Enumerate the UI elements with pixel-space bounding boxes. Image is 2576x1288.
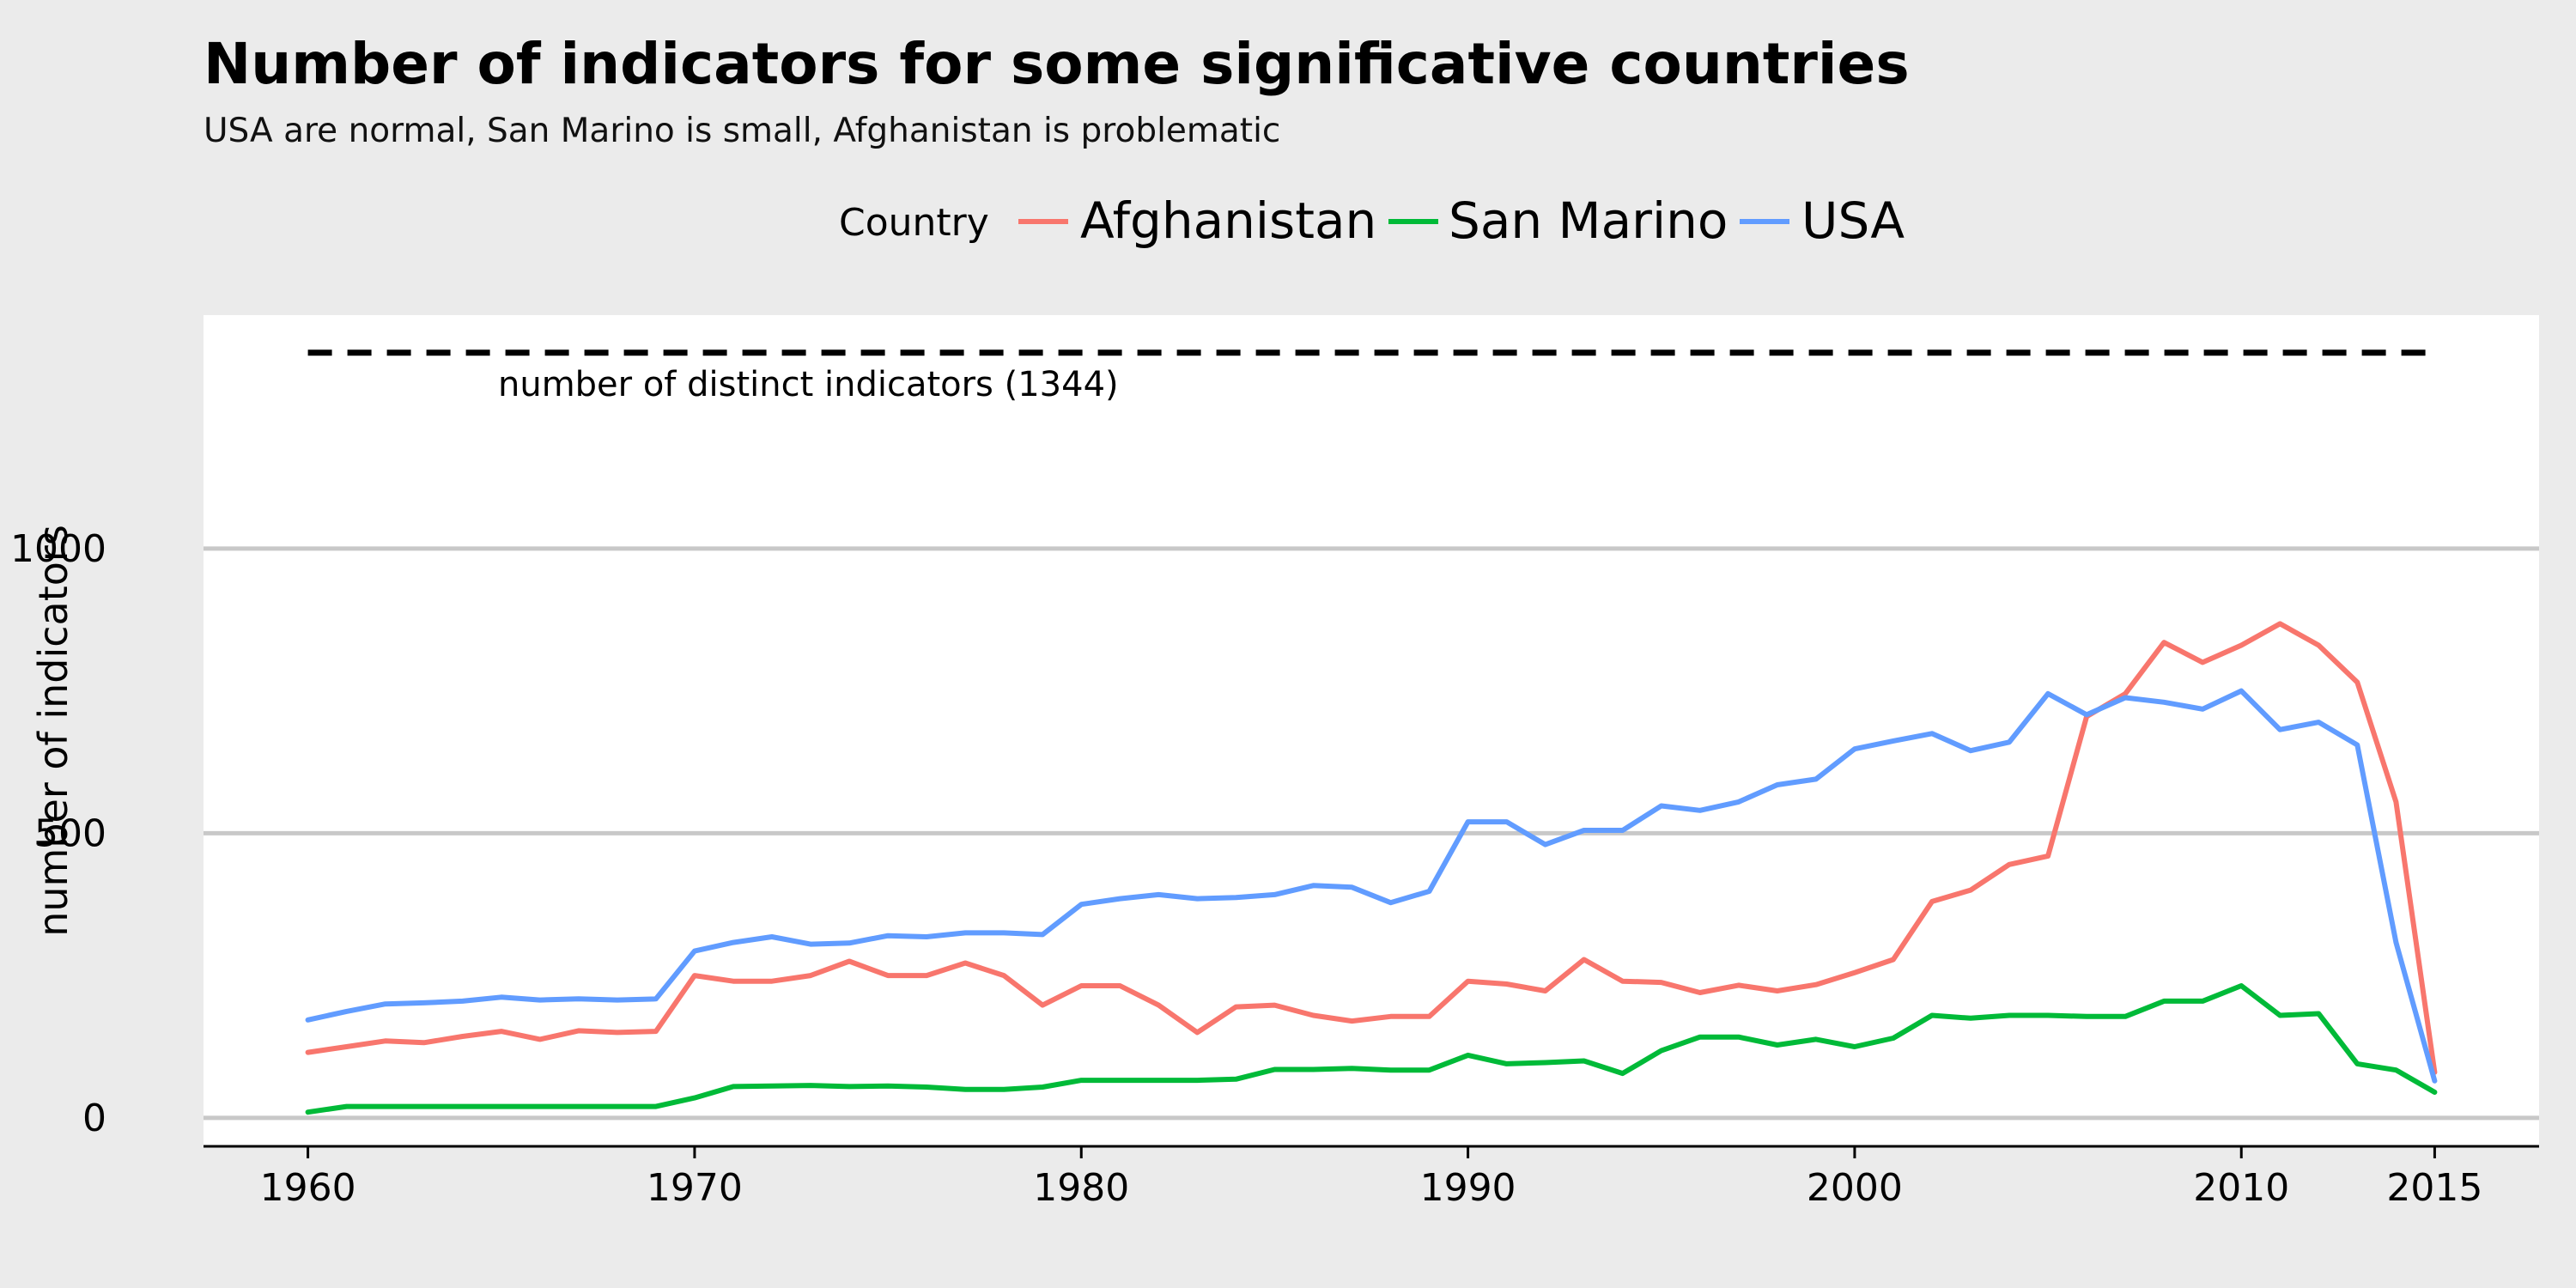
legend-label-usa: USA (1801, 191, 1905, 250)
chart-title: Number of indicators for some significat… (204, 31, 1910, 97)
reference-line-label: number of distinct indicators (1344) (498, 365, 1119, 404)
reference-line-group: number of distinct indicators (1344) (307, 349, 2435, 404)
x-tick-label-1990: 1990 (1420, 1166, 1516, 1210)
series-line-san-marino (305, 983, 2438, 1115)
y-axis-title: number of indicators (30, 525, 76, 937)
x-tick-label-2010: 2010 (2193, 1166, 2289, 1210)
legend-label-afghanistan: Afghanistan (1080, 191, 1376, 250)
x-tick-label-1970: 1970 (647, 1166, 743, 1210)
gridlines (204, 546, 2539, 1121)
x-tick-label-2000: 2000 (1807, 1166, 1903, 1210)
series-line-usa (305, 688, 2438, 1084)
legend: Country Afghanistan San Marino USA (839, 191, 1905, 250)
y-tick-label-0: 0 (82, 1097, 106, 1140)
legend-label-san-marino: San Marino (1449, 191, 1728, 250)
series-line-afghanistan (305, 621, 2438, 1075)
series-lines (305, 621, 2438, 1115)
chart-subtitle: USA are normal, San Marino is small, Afg… (204, 112, 1281, 150)
x-tick-label-1960: 1960 (260, 1166, 356, 1210)
plot-panel (204, 315, 2539, 1146)
x-axis-ticks: 1960 1970 1980 1990 2000 2010 2015 (260, 1146, 2482, 1210)
legend-title: Country (839, 201, 989, 245)
y-tick-label-500: 500 (34, 811, 106, 855)
y-axis-ticks: 0 500 1000 (10, 527, 106, 1140)
y-tick-label-1000: 1000 (10, 527, 106, 571)
x-tick-label-2015: 2015 (2386, 1166, 2482, 1210)
x-tick-label-1980: 1980 (1033, 1166, 1129, 1210)
